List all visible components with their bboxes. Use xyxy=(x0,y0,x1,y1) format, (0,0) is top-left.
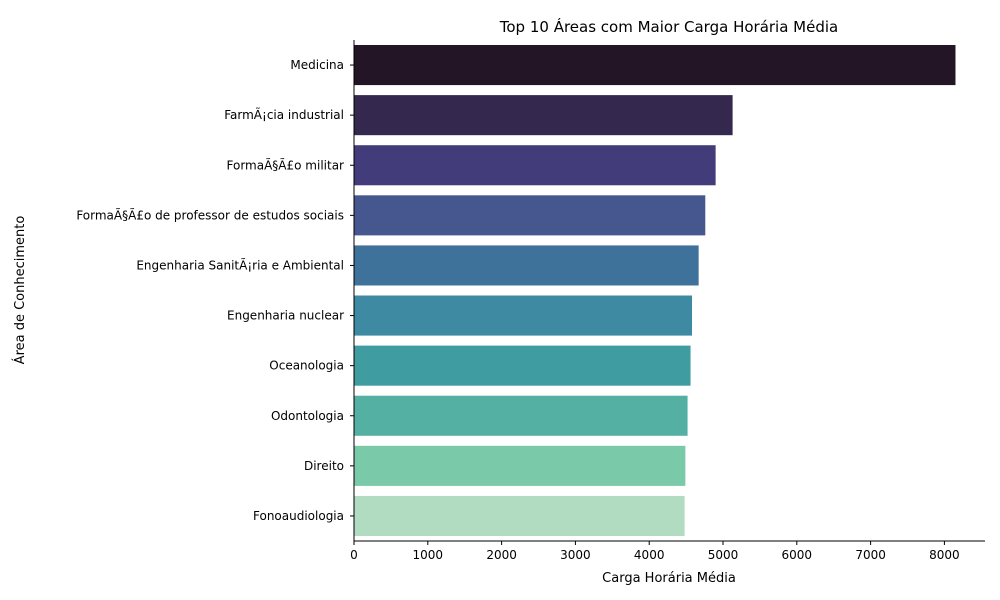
x-tick-label: 4000 xyxy=(634,548,665,562)
category-labels: Medicina FarmÃ¡cia industrial FormaÃ§Ã£o m… xyxy=(76,58,354,523)
x-axis-ticks: 0 1000 2000 3000 4000 5000 6000 7000 8000 xyxy=(350,541,960,562)
y-axis-label: Área de Conhecimento xyxy=(12,216,28,365)
x-tick-label: 3000 xyxy=(560,548,591,562)
x-axis-label: Carga Horária Média xyxy=(602,571,736,586)
bar xyxy=(354,45,956,86)
category-label: FormaÃ§Ã£o militar xyxy=(227,157,345,172)
bar xyxy=(354,95,733,136)
x-tick-label: 8000 xyxy=(929,548,960,562)
category-label: Oceanologia xyxy=(269,359,344,373)
category-label: FormaÃ§Ã£o de professor de estudos socia… xyxy=(76,207,344,222)
category-label: Engenharia SanitÃ¡ria e Ambiental xyxy=(136,257,344,272)
category-label: FarmÃ¡cia industrial xyxy=(224,107,344,122)
x-tick-label: 5000 xyxy=(708,548,739,562)
category-label: Direito xyxy=(304,459,344,473)
bar xyxy=(354,395,688,436)
category-label: Engenharia nuclear xyxy=(227,309,344,323)
bar xyxy=(354,445,686,486)
category-label: Odontologia xyxy=(271,409,344,423)
bar xyxy=(354,295,693,336)
chart-title: Top 10 Áreas com Maior Carga Horária Méd… xyxy=(499,17,838,36)
x-tick-label: 2000 xyxy=(486,548,517,562)
bar xyxy=(354,195,706,236)
x-tick-label: 6000 xyxy=(782,548,813,562)
bar xyxy=(354,345,691,386)
bar xyxy=(354,145,716,186)
bar xyxy=(354,495,685,536)
x-tick-label: 1000 xyxy=(413,548,444,562)
category-label: Medicina xyxy=(290,58,344,72)
bar xyxy=(354,245,699,286)
x-tick-label: 0 xyxy=(350,548,358,562)
x-tick-label: 7000 xyxy=(855,548,886,562)
category-label: Fonoaudiologia xyxy=(253,509,344,523)
bars-group xyxy=(354,45,956,536)
